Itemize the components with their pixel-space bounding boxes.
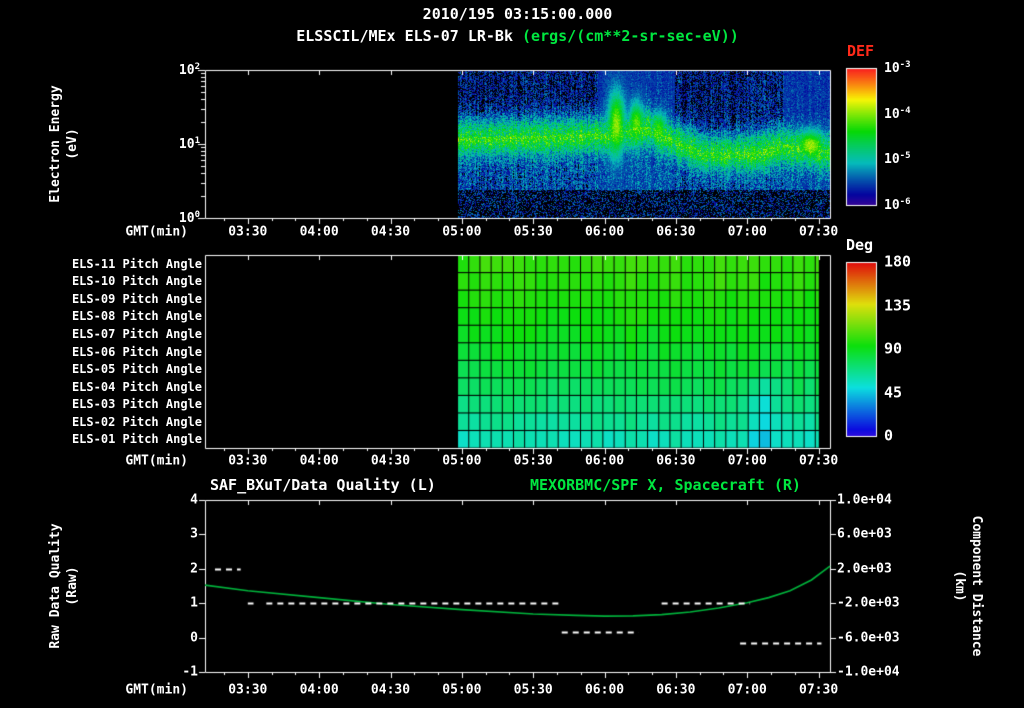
def-colorbar-tick-label: 10-4 xyxy=(884,105,911,122)
x-tick-label-panel2: 06:30 xyxy=(656,453,696,469)
energy-y-tick-label: 100 xyxy=(178,209,200,227)
quality-y-tick-label: -1 xyxy=(182,664,198,680)
page-title-instrument: ELSSCIL/MEx ELS-07 LR-Bk (ergs/(cm**2-sr… xyxy=(205,29,830,44)
pow-exponent: 1 xyxy=(194,135,200,146)
x-tick-label-panel3: 07:30 xyxy=(799,682,839,698)
deg-colorbar-tick-label: 0 xyxy=(884,426,894,445)
x-tick-label-panel3: 04:00 xyxy=(299,682,339,698)
page-title-timestamp: 2010/195 03:15:00.000 xyxy=(422,5,613,23)
x-tick-label-panel2: 06:00 xyxy=(584,453,625,469)
pow-base: 10 xyxy=(178,63,195,79)
def-colorbar-tick-label: 10-5 xyxy=(884,151,911,168)
pow-base: 10 xyxy=(178,211,195,227)
pow-base: 10 xyxy=(178,137,195,153)
deg-colorbar-title: Deg xyxy=(846,236,874,254)
pow-base: 10 xyxy=(884,198,900,214)
pitch-row-label: ELS-01 Pitch Angle xyxy=(71,432,202,447)
x-tick-label-panel2: 05:30 xyxy=(513,453,553,469)
pitch-row-label: ELS-03 Pitch Angle xyxy=(71,397,202,412)
deg-colorbar-tick-label: 90 xyxy=(884,339,903,358)
x-tick-label-panel1: 06:00 xyxy=(584,224,625,240)
x-tick-label-panel3: 07:00 xyxy=(727,682,767,698)
x-tick-label-panel1: 04:30 xyxy=(370,224,411,240)
title-units-text: (ergs/(cm**2-sr-sec-eV)) xyxy=(512,27,739,45)
pow-exponent: -3 xyxy=(899,59,911,70)
x-tick-label-panel2: 04:00 xyxy=(299,453,339,469)
x-tick-label-panel1: 07:00 xyxy=(727,224,767,240)
pitch-row-label: ELS-08 Pitch Angle xyxy=(71,309,202,324)
panel3-title-left: SAF_BXuT/Data Quality (L) xyxy=(210,476,436,494)
pitch-row-label: ELS-10 Pitch Angle xyxy=(71,274,202,289)
x-tick-label-panel3: 05:00 xyxy=(442,682,482,698)
quality-y-tick-label: 2 xyxy=(190,561,198,577)
pitch-row-label: ELS-04 Pitch Angle xyxy=(71,379,202,394)
x-tick-label-panel2: 07:30 xyxy=(799,453,839,469)
panel3-title-right: MEXORBMC/SPF X, Spacecraft (R) xyxy=(530,476,801,494)
x-tick-label-panel2: 05:00 xyxy=(442,453,482,469)
pow-base: 10 xyxy=(884,152,900,168)
x-tick-label-panel3: 05:30 xyxy=(513,682,553,698)
gmt-label-panel1: GMT(min) xyxy=(125,224,188,240)
gmt-label-panel3: GMT(min) xyxy=(125,682,188,698)
distance-y-tick-label: -6.0e+03 xyxy=(837,630,900,646)
def-colorbar-tick-label: 10-3 xyxy=(884,59,911,77)
gmt-label-panel2: GMT(min) xyxy=(125,453,188,469)
distance-y-tick-label: 2.0e+03 xyxy=(837,561,892,577)
quality-y-tick-label: 0 xyxy=(190,630,198,646)
x-tick-label-panel3: 06:30 xyxy=(656,682,696,698)
pow-exponent: -6 xyxy=(899,196,911,207)
x-tick-label-panel3: 04:30 xyxy=(370,682,411,698)
def-colorbar-title: DEF xyxy=(847,42,875,60)
x-tick-label-panel1: 06:30 xyxy=(656,224,696,240)
distance-y-tick-label: -1.0e+04 xyxy=(837,664,900,680)
pitch-row-label: ELS-06 Pitch Angle xyxy=(71,344,202,359)
pow-exponent: -4 xyxy=(899,105,911,116)
deg-colorbar-tick-label: 45 xyxy=(884,383,903,401)
energy-y-tick-label: 101 xyxy=(178,135,200,153)
def-colorbar-tick-label: 10-6 xyxy=(884,196,911,214)
pitch-row-label: ELS-11 Pitch Angle xyxy=(71,256,202,271)
pow-exponent: -5 xyxy=(899,151,911,162)
pitch-row-label: ELS-09 Pitch Angle xyxy=(71,291,202,306)
pitch-row-label: ELS-02 Pitch Angle xyxy=(71,414,202,429)
quality-y-tick-label: 1 xyxy=(190,595,198,611)
pow-base: 10 xyxy=(884,61,900,77)
x-tick-label-panel2: 03:30 xyxy=(228,453,268,469)
x-tick-label-panel1: 05:00 xyxy=(442,224,482,240)
energy-y-tick-label: 102 xyxy=(178,61,200,79)
distance-y-tick-label: -2.0e+03 xyxy=(837,595,900,611)
x-tick-label-panel1: 04:00 xyxy=(299,224,339,240)
x-tick-label-panel3: 03:30 xyxy=(228,682,268,698)
x-tick-label-panel3: 06:00 xyxy=(584,682,625,698)
deg-colorbar-tick-label: 135 xyxy=(884,296,912,314)
pow-exponent: 2 xyxy=(194,61,200,72)
quality-y-tick-label: 3 xyxy=(190,526,198,542)
x-tick-label-panel2: 07:00 xyxy=(727,453,767,469)
quality-y-tick-label: 4 xyxy=(190,492,198,508)
pow-base: 10 xyxy=(884,106,900,122)
distance-y-tick-label: 6.0e+03 xyxy=(837,526,892,542)
pow-exponent: 0 xyxy=(194,209,200,220)
x-tick-label-panel2: 04:30 xyxy=(370,453,411,469)
pitch-row-label: ELS-07 Pitch Angle xyxy=(71,326,202,341)
x-tick-label-panel1: 03:30 xyxy=(228,224,268,240)
deg-colorbar-tick-label: 180 xyxy=(884,252,912,271)
title-instrument-text: ELSSCIL/MEx ELS-07 LR-Bk xyxy=(296,27,513,45)
distance-y-tick-label: 1.0e+04 xyxy=(837,492,892,508)
x-tick-label-panel1: 07:30 xyxy=(799,224,839,240)
x-tick-label-panel1: 05:30 xyxy=(513,224,553,240)
pitch-row-label: ELS-05 Pitch Angle xyxy=(71,362,202,377)
